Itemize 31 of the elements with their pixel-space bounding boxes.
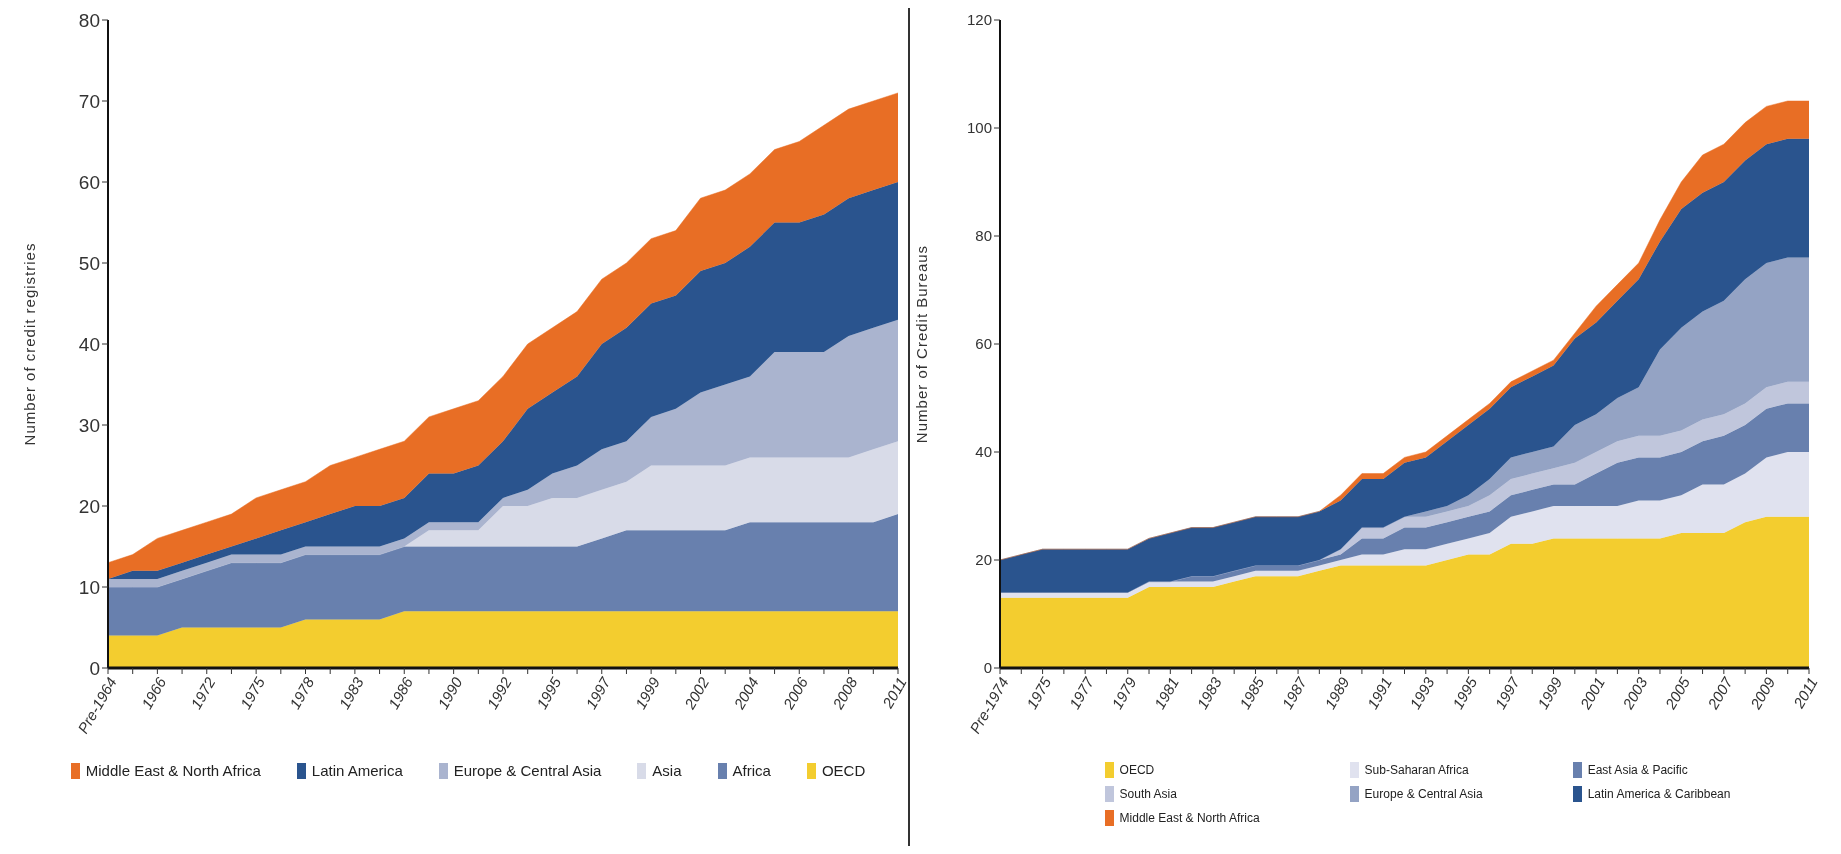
legend-label: Latin America: [311, 762, 403, 779]
y-tick-label: 80: [78, 9, 100, 31]
y-tick-label: 40: [78, 333, 100, 355]
legend-label: Europe & Central Asia: [453, 762, 602, 779]
y-tick-label: 30: [78, 414, 100, 436]
y-tick-label: 120: [966, 11, 992, 29]
legend-label: Asia: [652, 762, 682, 779]
y-tick-label: 20: [975, 551, 992, 569]
legend-label: OECD: [1119, 763, 1155, 777]
legend-label: Africa: [732, 762, 771, 779]
y-axis-title: Number of Credit Bureaus: [913, 244, 931, 444]
y-tick-label: 0: [983, 659, 992, 677]
legend-label: OECD: [821, 762, 866, 779]
y-tick-label: 40: [975, 443, 992, 461]
y-tick-label: 70: [78, 90, 100, 112]
y-tick-label: 100: [966, 119, 992, 137]
legend-label: Latin America & Caribbean: [1587, 787, 1731, 801]
y-tick-label: 50: [78, 252, 100, 274]
legend-label: East Asia & Pacific: [1587, 763, 1688, 777]
y-axis-title: Number of credit registries: [21, 242, 39, 446]
legend-label: Sub-Saharan Africa: [1364, 763, 1469, 777]
legend-label: Middle East & North Africa: [85, 762, 261, 779]
y-tick-label: 20: [78, 495, 100, 517]
legend-label: South Asia: [1119, 787, 1177, 801]
y-tick-label: 10: [78, 576, 100, 598]
y-tick-label: 60: [78, 171, 100, 193]
y-tick-label: 60: [975, 335, 992, 353]
y-tick-label: 0: [89, 657, 100, 679]
legend-label: Europe & Central Asia: [1364, 787, 1483, 801]
legend-label: Middle East & North Africa: [1119, 811, 1260, 825]
y-tick-label: 80: [975, 227, 992, 245]
